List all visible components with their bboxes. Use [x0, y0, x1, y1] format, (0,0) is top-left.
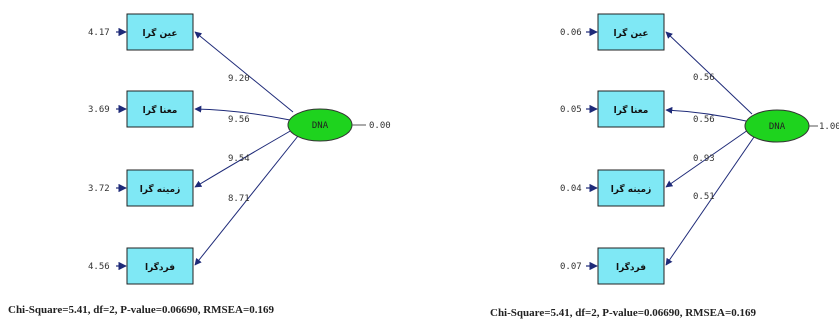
right-latent-variance: 1.00 [819, 122, 839, 132]
left-loading-value-3: 8.71 [228, 194, 250, 204]
left-loading-arrow-2 [194, 129, 293, 188]
right-model: 0.06 0.05 0.04 0.07 عین گرا معنا گرا زمی… [490, 13, 839, 319]
right-indicator-label-3: فردگرا [616, 261, 646, 273]
right-indicator-label-2: زمینه گرا [611, 183, 652, 195]
left-loading-arrow-1 [194, 105, 291, 121]
right-loading-arrow-0 [665, 31, 753, 115]
right-latent-label: DNA [769, 122, 786, 132]
left-latent-variance: 0.00 [369, 121, 391, 131]
right-loading-arrow-2 [665, 129, 749, 188]
left-error-value-1: 3.69 [88, 105, 110, 115]
left-indicator-label-1: معنا گرا [143, 104, 178, 116]
right-loading-value-3: 0.51 [693, 192, 715, 202]
left-model: 4.17 3.69 3.72 4.56 عین گرا معنا گرا زمی… [8, 13, 391, 316]
left-error-terms: 4.17 3.69 3.72 4.56 [88, 27, 127, 272]
left-indicator-box-2 [126, 169, 194, 207]
right-indicator-box-3 [597, 247, 665, 285]
left-error-value-0: 4.17 [88, 28, 110, 38]
left-fit-statistics: Chi-Square=5.41, df=2, P-value=0.06690, … [8, 304, 274, 316]
right-error-value-0: 0.06 [560, 28, 582, 38]
left-error-value-2: 3.72 [88, 184, 110, 194]
left-indicator-box-1 [126, 90, 194, 128]
left-error-value-3: 4.56 [88, 262, 110, 272]
left-indicators: عین گرا معنا گرا زمینه گرا فردگرا [126, 13, 194, 285]
right-error-terms: 0.06 0.05 0.04 0.07 [560, 27, 598, 272]
right-indicators: عین گرا معنا گرا زمینه گرا فردگرا [597, 13, 665, 285]
left-indicator-label-2: زمینه گرا [140, 183, 181, 195]
right-loading-arrow-1 [665, 106, 747, 122]
right-loading-value-0: 0.56 [693, 73, 715, 83]
left-indicator-label-0: عین گرا [143, 27, 178, 39]
right-indicator-box-0 [597, 13, 665, 51]
left-loading-paths: 9.20 9.56 9.54 8.71 [194, 31, 299, 266]
left-indicator-box-0 [126, 13, 194, 51]
right-loading-arrow-3 [665, 136, 755, 266]
left-loading-value-0: 9.20 [228, 74, 250, 84]
left-indicator-box-3 [126, 247, 194, 285]
right-error-value-2: 0.04 [560, 184, 582, 194]
left-loading-value-2: 9.54 [228, 154, 250, 164]
left-loading-value-1: 9.56 [228, 115, 250, 125]
left-loading-arrow-0 [194, 31, 294, 113]
right-loading-value-1: 0.56 [693, 115, 715, 125]
right-indicator-box-1 [597, 90, 665, 128]
right-indicator-label-0: عین گرا [614, 27, 649, 39]
right-error-value-1: 0.05 [560, 105, 582, 115]
right-loading-value-2: 0.93 [693, 154, 715, 164]
left-indicator-label-3: فردگرا [145, 261, 175, 273]
left-latent-label: DNA [312, 121, 329, 131]
left-loading-arrow-3 [194, 135, 299, 266]
right-indicator-label-1: معنا گرا [614, 104, 649, 116]
right-loading-paths: 0.56 0.56 0.93 0.51 [665, 31, 755, 266]
right-fit-statistics: Chi-Square=5.41, df=2, P-value=0.06690, … [490, 307, 756, 319]
right-error-value-3: 0.07 [560, 262, 582, 272]
right-indicator-box-2 [597, 169, 665, 207]
